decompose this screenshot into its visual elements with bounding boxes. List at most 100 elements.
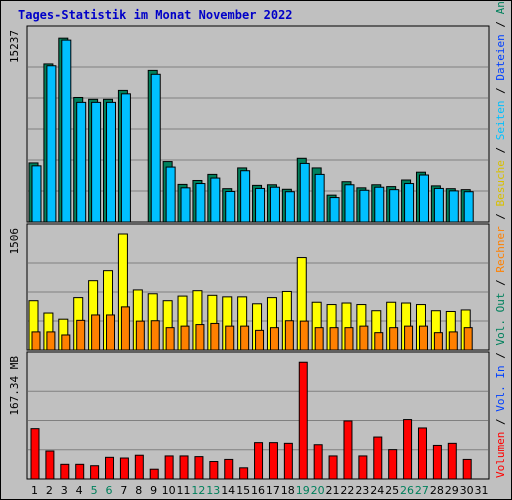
bar-dateien-4 — [76, 101, 87, 223]
bar-dateien-10 — [165, 166, 176, 223]
bar-dateien-3 — [61, 39, 72, 223]
legend-item: Anfragen — [494, 0, 507, 14]
bar-dateien-11 — [180, 187, 191, 223]
bar-volumen-21 — [328, 455, 338, 480]
x-tick-label-26: 26 — [400, 484, 414, 497]
bar-rechner-24 — [374, 332, 384, 351]
bar-volumen-16 — [254, 442, 264, 480]
bar-dateien-7 — [120, 93, 131, 223]
bar-rechner-15 — [240, 325, 250, 351]
bar-volumen-15 — [239, 467, 249, 480]
legend-item: Dateien — [494, 34, 507, 80]
bar-dateien-1 — [31, 165, 42, 223]
bar-volumen-22 — [343, 420, 353, 480]
bar-dateien-16 — [255, 187, 266, 223]
bar-volumen-8 — [134, 454, 144, 480]
legend-item: Rechner — [494, 226, 507, 273]
bar-rechner-13 — [210, 322, 220, 351]
bar-dateien-27 — [418, 174, 429, 223]
bar-volumen-3 — [60, 463, 70, 480]
x-tick-label-24: 24 — [370, 484, 384, 497]
bar-volumen-29 — [447, 442, 457, 480]
x-tick-label-1: 1 — [31, 484, 38, 497]
bar-rechner-4 — [76, 319, 86, 351]
x-tick-label-8: 8 — [135, 484, 142, 497]
x-tick-label-11: 11 — [176, 484, 190, 497]
legend-item: / — [494, 140, 507, 160]
bar-rechner-17 — [269, 327, 279, 351]
bar-volumen-24 — [373, 436, 383, 480]
bar-dateien-23 — [359, 189, 370, 223]
bar-dateien-29 — [448, 190, 459, 223]
bar-volumen-20 — [313, 444, 323, 480]
bar-rechner-27 — [418, 325, 428, 351]
bar-volumen-26 — [403, 419, 413, 480]
bar-rechner-29 — [448, 331, 458, 351]
bar-volumen-4 — [75, 463, 85, 480]
x-tick-label-18: 18 — [281, 484, 295, 497]
bar-rechner-21 — [329, 327, 339, 351]
bar-dateien-14 — [225, 190, 236, 223]
x-tick-label-21: 21 — [326, 484, 340, 497]
x-tick-label-29: 29 — [445, 484, 459, 497]
legend-item: / — [494, 81, 507, 101]
bar-volumen-27 — [417, 427, 427, 480]
bar-volumen-5 — [90, 465, 100, 480]
legend-item: Vol. In — [494, 365, 507, 411]
bar-rechner-14 — [225, 325, 235, 351]
bar-rechner-11 — [180, 325, 190, 351]
bar-volumen-19 — [298, 361, 308, 480]
legend-item: / — [494, 14, 507, 34]
bar-volumen-18 — [283, 442, 293, 480]
bar-dateien-13 — [210, 177, 221, 223]
x-tick-label-6: 6 — [105, 484, 112, 497]
bar-dateien-6 — [106, 101, 117, 223]
bar-dateien-22 — [344, 184, 355, 223]
bar-volumen-13 — [209, 461, 219, 480]
bar-dateien-26 — [404, 183, 415, 223]
x-tick-label-14: 14 — [221, 484, 235, 497]
legend-item: / — [494, 206, 507, 226]
bar-dateien-9 — [150, 73, 161, 223]
bar-rechner-16 — [255, 329, 265, 351]
x-tick-label-10: 10 — [162, 484, 176, 497]
bar-volumen-14 — [224, 458, 234, 480]
bar-volumen-7 — [119, 457, 129, 480]
bar-rechner-18 — [284, 320, 294, 351]
bar-rechner-10 — [165, 327, 175, 351]
bar-rechner-20 — [314, 327, 324, 351]
x-tick-label-23: 23 — [355, 484, 369, 497]
legend-label: Volumen / Vol. In / Vol. Out / Rechner /… — [494, 0, 507, 478]
bar-rechner-8 — [135, 320, 145, 351]
bar-rechner-1 — [31, 331, 41, 351]
y-max-label: 1506 — [8, 228, 21, 255]
x-tick-label-16: 16 — [251, 484, 265, 497]
x-tick-label-19: 19 — [296, 484, 310, 497]
bar-dateien-28 — [433, 187, 444, 223]
x-tick-label-4: 4 — [76, 484, 83, 497]
x-tick-label-3: 3 — [61, 484, 68, 497]
x-tick-label-2: 2 — [46, 484, 53, 497]
bar-rechner-23 — [359, 325, 369, 351]
bar-rechner-7 — [120, 306, 130, 351]
bar-rechner-5 — [91, 314, 101, 351]
bar-rechner-28 — [433, 332, 443, 351]
x-tick-label-31: 31 — [475, 484, 489, 497]
bar-rechner-9 — [150, 320, 160, 351]
x-tick-label-15: 15 — [236, 484, 250, 497]
bar-volumen-25 — [388, 449, 398, 480]
legend-item: / — [494, 273, 507, 293]
bar-dateien-12 — [195, 183, 206, 223]
y-max-label: 167.34 MB — [8, 356, 21, 416]
legend-item: Besuche — [494, 160, 507, 206]
bar-rechner-22 — [344, 327, 354, 351]
bar-dateien-5 — [91, 101, 102, 223]
bar-volumen-28 — [432, 444, 442, 480]
bar-rechner-12 — [195, 324, 205, 351]
x-tick-label-27: 27 — [415, 484, 429, 497]
bar-dateien-15 — [240, 170, 251, 223]
bar-dateien-17 — [269, 186, 280, 223]
